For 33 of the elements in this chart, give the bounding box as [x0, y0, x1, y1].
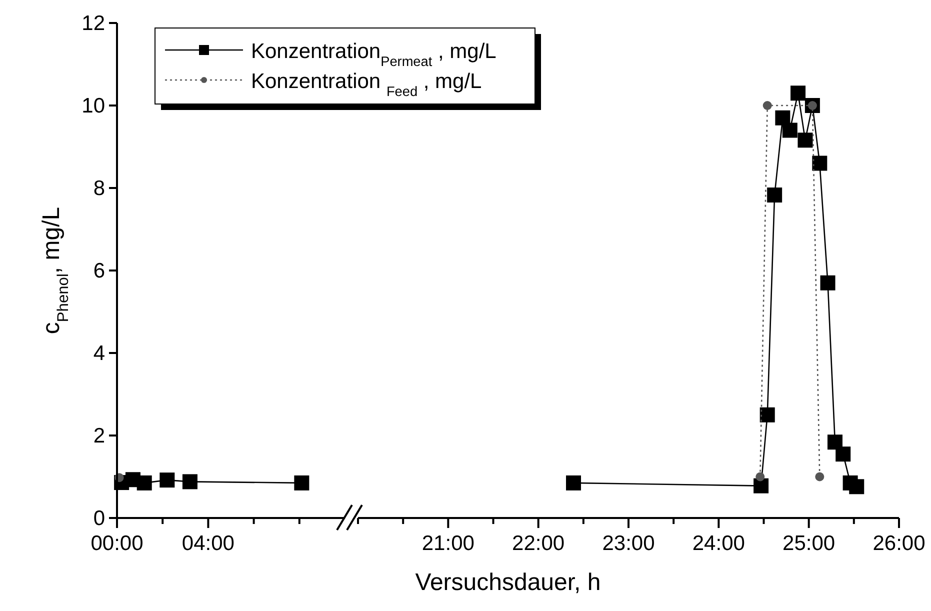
point — [790, 86, 806, 101]
point — [566, 475, 581, 490]
point — [767, 188, 782, 203]
y-tick-label: 0 — [93, 507, 105, 530]
point — [827, 434, 842, 450]
x-tick-label: 04:00 — [182, 532, 234, 555]
x-tick-label: 26:00 — [872, 532, 926, 555]
x-tick-label: 24:00 — [692, 532, 745, 555]
x-tick-label: 22:00 — [512, 532, 565, 555]
point — [836, 446, 851, 462]
point — [775, 110, 790, 126]
legend-label: Konzentration $_{Feed}$ , mg/L — [251, 70, 482, 98]
x-tick-label: 00:00 — [90, 532, 144, 555]
x-tick-label: 21:00 — [422, 532, 474, 555]
y-tick-label: 6 — [93, 260, 105, 282]
legend-label: Konzentration$_{Permeat}$ , mg/L — [251, 40, 496, 68]
point — [798, 132, 813, 148]
y-tick-label: 10 — [82, 94, 105, 118]
point — [760, 407, 775, 422]
point — [756, 472, 765, 482]
y-tick-label: 12 — [82, 12, 105, 35]
point — [812, 156, 828, 171]
y-tick-label: 2 — [93, 424, 105, 448]
point — [815, 472, 824, 482]
y-tick-label: 4 — [93, 342, 106, 365]
point — [762, 101, 772, 110]
x-tick-label: 25:00 — [782, 532, 836, 555]
x-axis-title: Versuchsdauer, h — [415, 569, 601, 596]
x-tick-label: 23:00 — [602, 532, 655, 555]
y-tick-label: 8 — [93, 177, 105, 200]
point — [754, 478, 769, 494]
point — [782, 122, 798, 138]
point — [820, 275, 836, 290]
